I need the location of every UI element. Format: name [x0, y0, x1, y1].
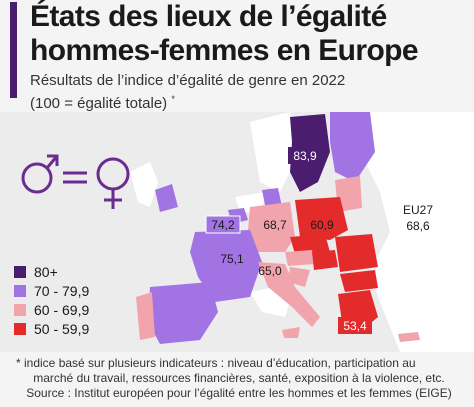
legend-label: 60 - 69,9 — [34, 301, 90, 318]
legend-item-70-79: 70 - 79,9 — [14, 281, 89, 300]
subtitle-asterisk: * — [171, 94, 175, 104]
value-label-greece: 53,4 — [343, 319, 367, 333]
spain — [148, 282, 218, 344]
value-label-belgium: 74,2 — [211, 218, 235, 232]
label-bg-belgium — [205, 215, 241, 234]
czechia-slovakia — [290, 234, 330, 254]
eu27-label: EU27 — [402, 203, 434, 217]
finland — [330, 112, 375, 182]
norway — [250, 112, 300, 192]
page-title: États des lieux de l’égalité hommes-femm… — [30, 0, 419, 68]
subtitle-line-1: Résultats de l’indice d’égalité de genre… — [30, 72, 346, 89]
footnote: * indice basé sur plusieurs indicateurs … — [14, 356, 464, 401]
united-kingdom — [130, 162, 158, 207]
austria — [285, 250, 315, 266]
title-accent-bar — [10, 2, 17, 98]
germany — [248, 202, 295, 252]
male-symbol-icon — [21, 162, 53, 194]
map-legend: 80+ 70 - 79,9 60 - 69,9 50 - 59,9 — [14, 262, 89, 338]
legend-item-50-59: 50 - 59,9 — [14, 319, 89, 338]
footnote-line-2: marché du travail, ressources financière… — [33, 371, 445, 385]
value-label-france: 75,1 — [220, 252, 244, 266]
label-bg-sweden — [288, 147, 322, 164]
value-label-poland: 60,9 — [310, 218, 334, 232]
source-line: Source : Institut européen pour l’égalit… — [26, 386, 452, 400]
label-bg-greece — [338, 317, 372, 334]
italy — [258, 262, 320, 327]
cyprus — [398, 332, 420, 342]
gender-equality-icon — [21, 154, 130, 209]
poland — [295, 197, 348, 240]
title-line-1: États des lieux de l’égalité — [30, 0, 387, 33]
sicily — [282, 327, 300, 338]
legend-item-60-69: 60 - 69,9 — [14, 300, 89, 319]
subtitle-line-2: (100 = égalité totale) * — [30, 90, 345, 113]
ireland — [155, 184, 178, 212]
legend-label: 50 - 59,9 — [34, 320, 90, 337]
legend-swatch — [14, 284, 26, 297]
romania — [335, 234, 378, 272]
legend-swatch — [14, 322, 26, 335]
legend-swatch — [14, 265, 26, 278]
value-label-germany: 68,7 — [263, 218, 287, 232]
eu27-value: 68,6 — [406, 219, 430, 233]
portugal — [136, 292, 155, 340]
value-label-italy: 65,0 — [258, 264, 282, 278]
legend-swatch — [14, 303, 26, 316]
hungary — [312, 250, 338, 270]
legend-item-80-plus: 80+ — [14, 262, 89, 281]
subtitle: Résultats de l’indice d’égalité de genre… — [30, 72, 345, 113]
baltic-states — [335, 176, 362, 212]
title-line-2: hommes-femmes en Europe — [30, 34, 419, 67]
footnote-line-1: * indice basé sur plusieurs indicateurs … — [16, 356, 416, 370]
subtitle-line-2-text: (100 = égalité totale) — [30, 95, 168, 112]
legend-label: 80+ — [34, 263, 58, 280]
value-label-sweden: 83,9 — [293, 149, 317, 163]
legend-label: 70 - 79,9 — [34, 282, 90, 299]
eu27-average-box: EU27 68,6 — [393, 200, 443, 238]
croatia-slovenia — [288, 267, 310, 287]
bulgaria — [340, 270, 378, 292]
